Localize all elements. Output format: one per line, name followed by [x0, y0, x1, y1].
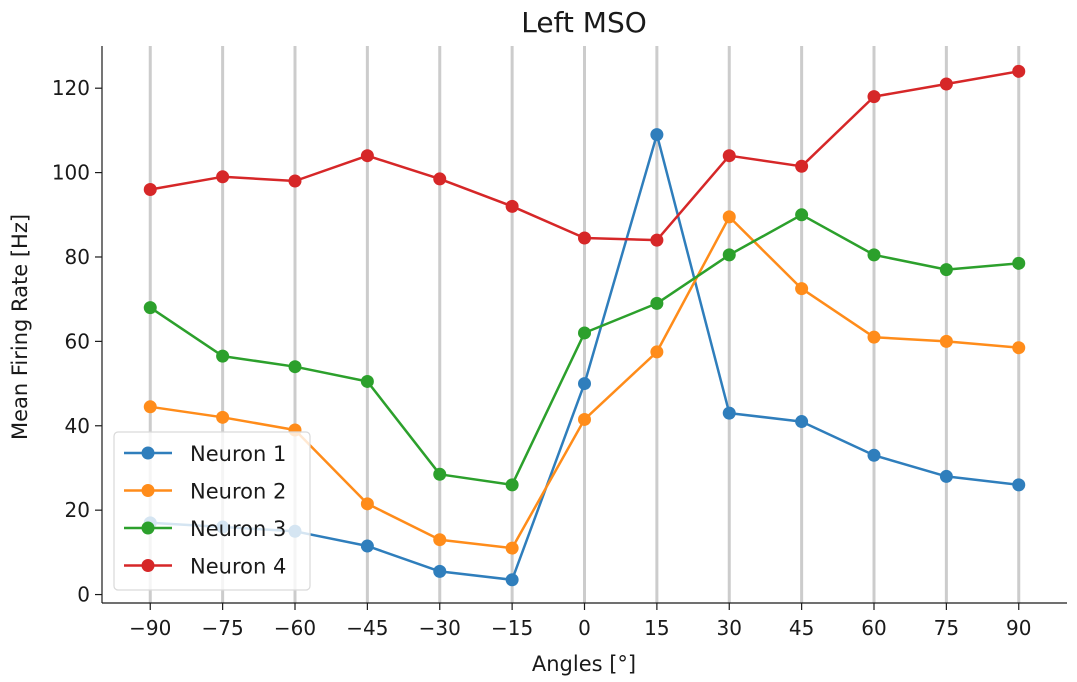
data-point — [360, 374, 374, 388]
x-axis-label: Angles [°] — [532, 652, 636, 676]
y-tick-label: 100 — [52, 161, 90, 185]
data-point — [650, 128, 664, 142]
data-point — [505, 573, 519, 587]
legend-marker — [141, 559, 155, 572]
data-point — [433, 172, 447, 186]
data-point — [795, 415, 809, 429]
data-point — [722, 406, 736, 420]
data-point — [143, 400, 157, 414]
data-point — [867, 248, 881, 262]
data-point — [650, 233, 664, 247]
data-point — [795, 282, 809, 296]
data-point — [867, 330, 881, 344]
data-point — [795, 208, 809, 222]
x-tick-label: −60 — [274, 616, 316, 640]
data-point — [795, 159, 809, 173]
data-point — [505, 478, 519, 492]
data-point — [578, 231, 591, 245]
data-point — [722, 149, 736, 163]
data-point — [1012, 341, 1026, 355]
x-tick-label: 0 — [578, 616, 591, 640]
legend-label: Neuron 2 — [190, 480, 286, 504]
y-tick-label: 40 — [65, 414, 90, 438]
data-point — [939, 77, 953, 91]
data-point — [505, 541, 519, 555]
data-point — [143, 182, 157, 196]
x-tick-label: −30 — [419, 616, 461, 640]
x-tick-label: 90 — [1006, 616, 1031, 640]
data-point — [216, 170, 230, 184]
data-point — [143, 301, 157, 315]
y-tick-label: 0 — [77, 583, 90, 607]
x-tick-label: 75 — [934, 616, 959, 640]
legend-marker — [141, 521, 155, 535]
x-tick-label: 60 — [861, 616, 886, 640]
data-point — [288, 360, 302, 374]
legend-label: Neuron 1 — [190, 442, 286, 466]
y-tick-label: 80 — [65, 245, 90, 269]
data-point — [939, 334, 953, 348]
data-point — [433, 564, 447, 578]
gridlines — [148, 46, 1021, 603]
axes: −90 −75 −60 −45 −30 −15 0 15 30 45 60 75 90 0 20 40 60 80… — [52, 46, 1067, 640]
data-point — [1012, 64, 1026, 78]
legend-item: Neuron 2 — [124, 480, 286, 504]
legend: Neuron 1 Neuron 2 Neuron 3 Neuron 4 — [113, 431, 311, 591]
legend-item: Neuron 3 — [124, 517, 286, 541]
data-point — [939, 469, 953, 483]
data-point — [867, 448, 881, 462]
series-layer — [143, 64, 1026, 587]
series-4 — [143, 64, 1026, 247]
data-point — [360, 497, 374, 511]
x-tick-label: 45 — [789, 616, 814, 640]
data-point — [216, 349, 230, 363]
legend-marker — [141, 484, 155, 497]
data-point — [939, 263, 953, 277]
data-point — [433, 533, 447, 547]
x-tick-label: 15 — [644, 616, 669, 640]
legend-label: Neuron 3 — [190, 517, 286, 541]
chart-title: Left MSO — [521, 6, 647, 39]
data-point — [360, 149, 374, 163]
data-point — [578, 326, 591, 340]
data-point — [650, 345, 664, 359]
data-point — [867, 90, 881, 104]
x-tick-label: 30 — [717, 616, 742, 640]
series-3 — [143, 208, 1026, 492]
series-2 — [143, 210, 1026, 555]
y-tick-label: 60 — [65, 329, 90, 353]
legend-label: Neuron 4 — [190, 555, 286, 579]
x-tick-label: −90 — [129, 616, 171, 640]
y-tick-label: 20 — [65, 498, 90, 522]
y-axis-label: Mean Firing Rate [Hz] — [8, 214, 32, 440]
data-point — [650, 296, 664, 310]
x-tick-label: −45 — [346, 616, 388, 640]
legend-marker — [141, 446, 155, 460]
data-point — [1012, 256, 1026, 270]
legend-item: Neuron 4 — [124, 555, 286, 579]
data-point — [578, 377, 591, 391]
data-point — [216, 410, 230, 424]
x-tick-label: −15 — [491, 616, 533, 640]
data-point — [360, 539, 374, 553]
legend-box — [113, 431, 311, 591]
data-point — [288, 174, 302, 188]
data-point — [433, 467, 447, 481]
y-tick-label: 120 — [52, 76, 90, 100]
legend-item: Neuron 1 — [124, 442, 286, 466]
data-point — [1012, 478, 1026, 492]
data-point — [578, 412, 591, 426]
data-point — [722, 248, 736, 262]
data-point — [722, 210, 736, 224]
x-tick-label: −75 — [202, 616, 244, 640]
data-point — [505, 199, 519, 213]
